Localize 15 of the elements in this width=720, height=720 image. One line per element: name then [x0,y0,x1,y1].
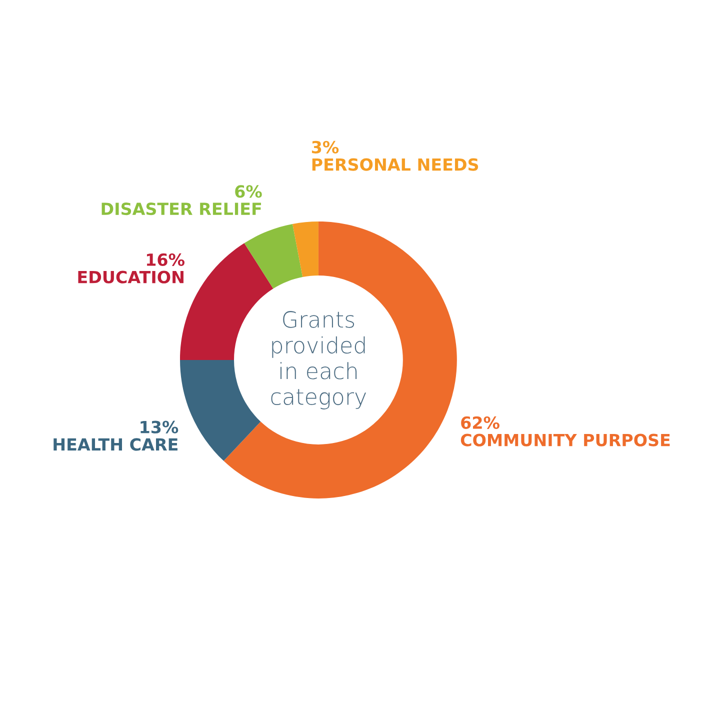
slice-label: COMMUNITY PURPOSE [460,434,670,446]
donut-slice [292,222,318,278]
slice-label: HEALTH CARE [54,438,178,451]
slice-label: DISASTER RELIEF [102,202,261,216]
data-label: 3% [312,140,339,154]
data-label: 16% [146,253,184,266]
donut-slice [180,360,261,461]
donut-slice [224,222,457,498]
data-label: 62% [461,416,500,429]
data-label: 6% [235,185,262,198]
slice-label: EDUCATION [78,270,184,284]
data-label: 13% [140,420,178,434]
donut-slice [244,224,303,289]
text: Grants provided in each category [271,311,366,410]
slice-label: PERSONAL NEEDS [312,158,478,171]
